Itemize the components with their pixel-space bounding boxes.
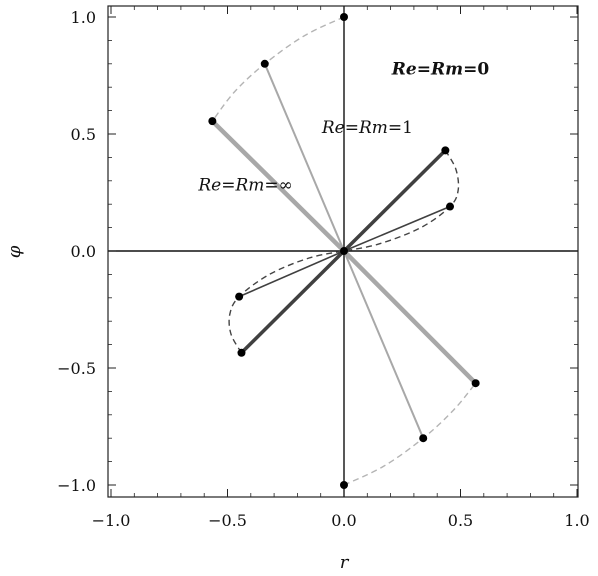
data-point: [446, 202, 455, 211]
data-point: [260, 59, 269, 68]
data-point: [340, 13, 348, 21]
segment-light-thin: [263, 63, 345, 252]
line-segments: [210, 63, 478, 439]
y-tick-label: −1.0: [57, 476, 96, 495]
y-tick-label: 0.5: [71, 125, 96, 144]
dashed-curve: [211, 16, 345, 122]
segment-dark-thin: [238, 250, 345, 298]
annotation-re-rm-infinity: Re=Rm=∞: [197, 175, 292, 195]
segment-dark-thick: [342, 149, 447, 253]
x-tick-label: 0.0: [331, 511, 356, 530]
data-points: [208, 13, 480, 489]
segment-light-thick: [342, 249, 478, 385]
data-point: [471, 379, 480, 388]
segment-dark-thin: [343, 205, 451, 252]
data-point: [237, 348, 246, 357]
data-point: [235, 292, 244, 301]
y-tick-label: 1.0: [71, 8, 96, 27]
data-point: [419, 434, 428, 443]
data-point: [340, 481, 348, 489]
tick-labels: −1.0 −0.5 0.0 0.5 1.0 −1.0 −0.5 0.0 0.5 1.0: [57, 8, 590, 530]
x-axis-label: r: [340, 552, 350, 573]
y-tick-label: 0.0: [71, 242, 96, 261]
y-tick-label: −0.5: [57, 359, 96, 378]
segment-dark-thick: [240, 249, 346, 355]
annotation-re-rm-0: Re=Rm=0: [391, 59, 490, 79]
x-tick-label: 0.5: [448, 511, 473, 530]
segment-light-thick: [210, 119, 346, 253]
segment-light-thin: [343, 250, 425, 439]
x-tick-label: −1.0: [92, 511, 131, 530]
data-point: [208, 117, 217, 126]
dashed-curve: [343, 382, 477, 486]
data-point: [441, 146, 450, 155]
x-tick-label: 1.0: [564, 511, 589, 530]
data-point: [340, 247, 348, 255]
annotation-re-rm-1: Re=Rm=1: [321, 118, 413, 138]
y-axis-label: φ: [4, 245, 25, 258]
x-tick-label: −0.5: [208, 511, 247, 530]
